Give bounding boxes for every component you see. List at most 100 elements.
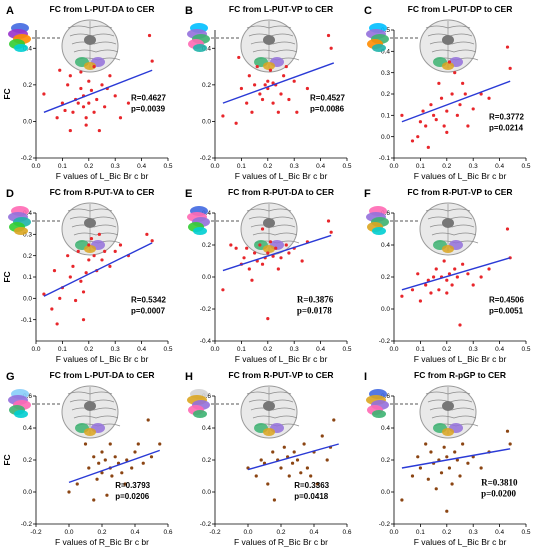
data-point: [445, 278, 449, 282]
x-tick-label: 0.5: [521, 529, 530, 536]
x-tick-label: 0.2: [84, 346, 93, 353]
data-point: [158, 442, 162, 446]
data-point: [508, 442, 512, 446]
panel-title: FC from R-PUT-VA to CER: [50, 187, 155, 197]
seed-region: [8, 206, 31, 235]
data-point: [92, 64, 96, 69]
cerebellum-blob: [263, 428, 275, 436]
x-tick-label: 0.4: [495, 346, 504, 353]
x-tick-label: 0.4: [137, 346, 146, 353]
cerebellum-blob: [263, 62, 275, 70]
cerebellum-region: [433, 423, 463, 436]
seed-blob: [14, 410, 28, 418]
y-tick-label: 0.0: [23, 119, 32, 126]
y-tick-label: -0.2: [21, 155, 33, 162]
y-tick-label: 0.4: [202, 210, 211, 217]
regression-line: [401, 257, 511, 291]
data-point: [266, 79, 270, 83]
data-point: [279, 256, 283, 260]
data-points: [400, 429, 512, 513]
data-point: [268, 240, 273, 244]
data-point: [118, 243, 123, 247]
y-tick-label: 0.4: [381, 49, 390, 56]
data-point: [458, 103, 462, 107]
y-tick-label: -0.1: [379, 155, 391, 162]
data-point: [416, 455, 420, 459]
data-point: [71, 264, 75, 268]
data-point: [87, 258, 91, 262]
brain-sulcus: [429, 407, 475, 411]
brain-sulcus: [250, 224, 296, 228]
data-point: [410, 139, 415, 143]
brain-sulcus: [252, 232, 298, 236]
data-point: [458, 323, 462, 327]
data-point: [234, 246, 238, 250]
data-point: [453, 450, 457, 454]
data-point: [105, 493, 109, 497]
data-point: [445, 130, 449, 134]
data-point: [320, 434, 324, 438]
x-tick-label: 0.0: [31, 163, 40, 170]
x-axis-label: F values of L_Bic Br c br: [414, 171, 507, 181]
x-tick-label: -0.2: [30, 529, 42, 536]
y-tick-label: 0.0: [202, 274, 211, 281]
regression-line: [68, 449, 160, 484]
data-point: [445, 109, 449, 113]
data-point: [110, 474, 114, 478]
brain-inset: [8, 385, 121, 439]
seed-blob: [372, 410, 386, 418]
y-tick-label: 0.3: [23, 232, 32, 239]
data-point: [68, 128, 72, 133]
x-tick-label: 0.4: [495, 163, 504, 170]
data-point: [410, 474, 415, 478]
data-point: [326, 33, 331, 38]
data-point: [108, 264, 112, 268]
data-point: [447, 466, 452, 470]
data-point: [97, 232, 101, 236]
x-tick-label: 0.3: [111, 346, 120, 353]
data-point: [92, 110, 96, 114]
x-tick-label: 0.1: [58, 346, 67, 353]
data-point: [84, 271, 88, 275]
data-points: [42, 33, 154, 133]
regression-line: [43, 242, 153, 297]
panel-H: H FC from R-PUT-VP to CER -0.2 0.0 0.2 0.4 0.6…: [185, 370, 352, 547]
brain-inset: [8, 19, 121, 73]
data-point: [266, 317, 270, 321]
stat-p-value: p=0.0051: [489, 307, 524, 316]
x-tick-label: 0.1: [237, 163, 246, 170]
data-point: [245, 101, 249, 105]
data-point: [89, 88, 94, 92]
x-tick-label: 0.5: [521, 163, 530, 170]
brain-ventricle: [442, 35, 454, 45]
data-point: [68, 74, 72, 78]
data-point: [67, 490, 71, 494]
y-tick-label: 0.2: [23, 82, 32, 89]
data-point: [453, 267, 457, 271]
y-tick-label: -0.4: [200, 338, 212, 345]
x-tick-label: 0.4: [137, 163, 146, 170]
seed-blob: [193, 44, 207, 52]
data-point: [471, 283, 475, 287]
data-point: [309, 474, 313, 478]
y-tick-label: 0.3: [381, 70, 390, 77]
data-point: [130, 466, 134, 470]
brain-sulcus: [246, 391, 292, 395]
data-point: [508, 66, 512, 70]
y-tick-label: -0.2: [200, 155, 212, 162]
data-point: [63, 108, 67, 113]
x-tick-label: 0.1: [58, 163, 67, 170]
stat-r-value: R=0.3363: [294, 481, 329, 490]
data-point: [434, 487, 438, 491]
data-point: [92, 254, 96, 258]
data-point: [287, 251, 291, 255]
x-axis-label: F values of R_Bic Br c br: [234, 537, 328, 547]
x-axis-label: F values of L_Bic Br c br: [235, 171, 328, 181]
panel-letter: H: [185, 371, 193, 383]
brain-inset: [187, 385, 300, 439]
seed-blob: [372, 44, 386, 52]
data-point: [141, 461, 145, 465]
data-point: [76, 101, 80, 105]
data-point: [75, 482, 79, 486]
data-point: [284, 64, 288, 69]
